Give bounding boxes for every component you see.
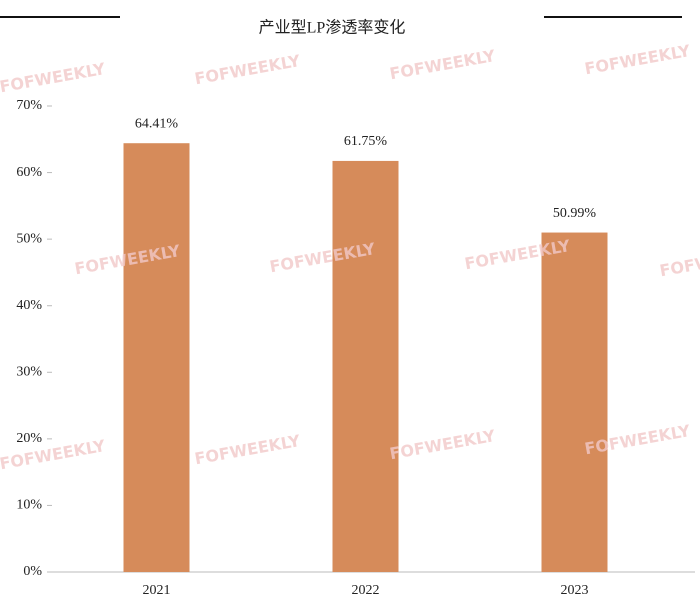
watermark: FOFWEEKLY <box>583 41 692 78</box>
watermark: FOFWEEKLY <box>658 243 700 280</box>
watermark: FOFWEEKLY <box>193 51 302 88</box>
value-label: 64.41% <box>135 116 179 131</box>
x-tick-label: 2023 <box>561 583 589 598</box>
x-tick-label: 2021 <box>143 583 171 598</box>
watermark: FOFWEEKLY <box>0 59 107 96</box>
y-tick-label: 30% <box>16 365 42 380</box>
value-label: 50.99% <box>553 206 597 221</box>
bar <box>332 160 399 572</box>
chart-title: 产业型LP渗透率变化 <box>259 19 406 37</box>
bar <box>123 143 190 572</box>
watermark: FOFWEEKLY <box>388 426 497 463</box>
y-tick-label: 40% <box>16 298 42 313</box>
y-tick-label: 10% <box>16 498 42 513</box>
y-tick-label: 70% <box>16 98 42 113</box>
watermark: FOFWEEKLY <box>193 431 302 468</box>
watermark: FOFWEEKLY <box>388 46 497 83</box>
bar <box>541 232 608 572</box>
y-tick-label: 60% <box>16 165 42 180</box>
y-tick-label: 20% <box>16 431 42 446</box>
plot-area: 0% 10% 20% 30% 40% 50% 60% 70% 2021 64.41% 2022 61.… <box>16 98 695 598</box>
y-tick-label: 50% <box>16 231 42 246</box>
x-tick-label: 2022 <box>352 583 380 598</box>
y-tick-label: 0% <box>23 564 42 579</box>
value-label: 61.75% <box>344 134 388 149</box>
